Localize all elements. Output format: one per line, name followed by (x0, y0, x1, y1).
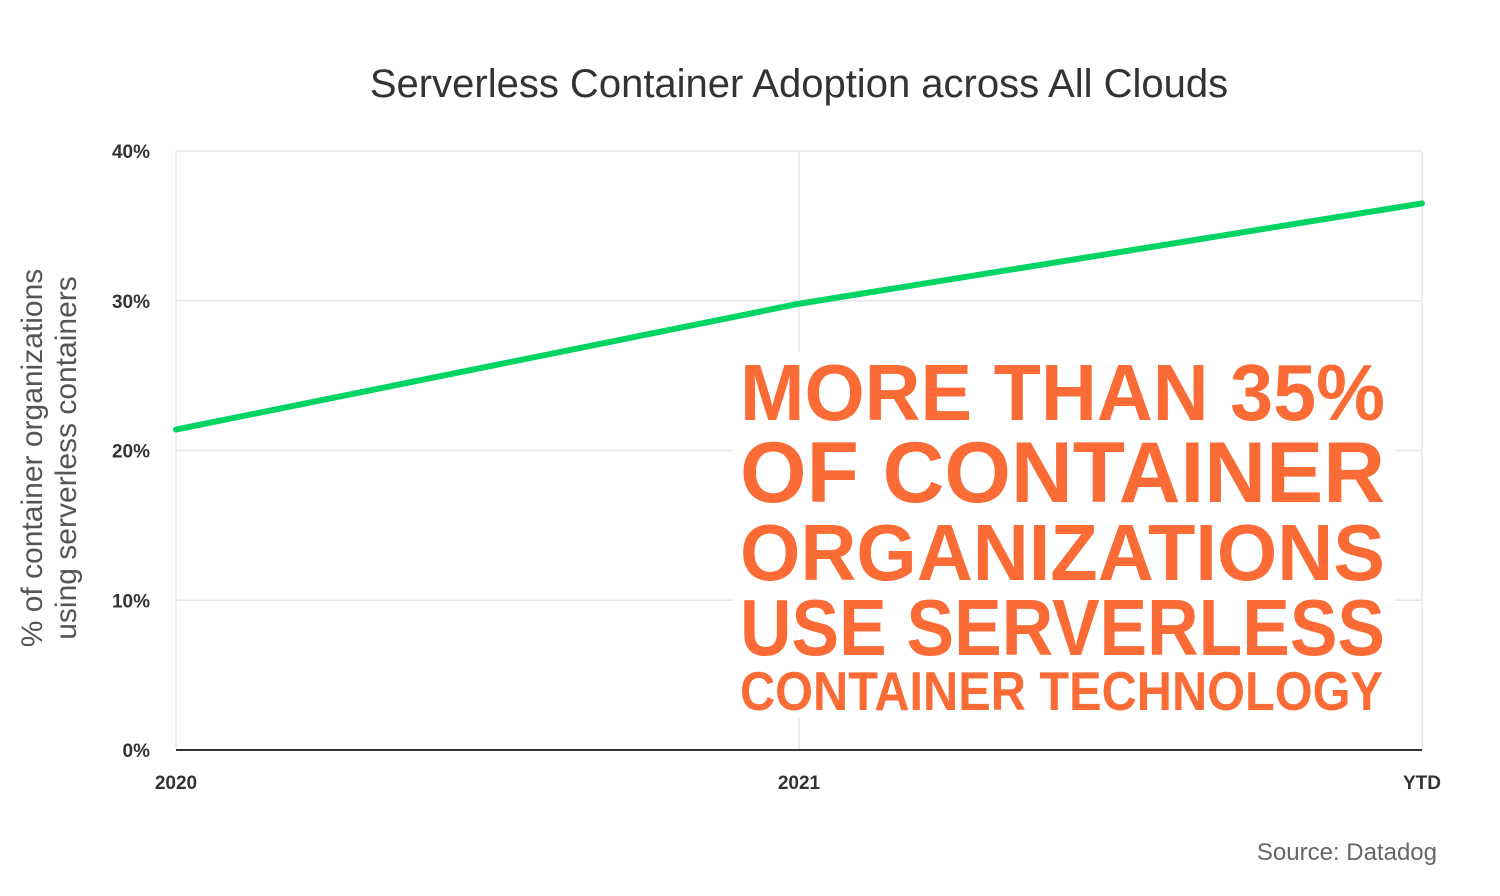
y-tick-label: 20% (112, 442, 150, 463)
y-tick-label: 30% (112, 292, 150, 313)
y-axis-label: % of container organizations using serve… (16, 269, 83, 648)
x-tick-label: 2021 (778, 773, 821, 794)
y-tick-label: 0% (123, 741, 151, 762)
y-ticks: 0% 10% 20% 30% 40% (112, 142, 150, 762)
annotation-line-5: CONTAINER TECHNOLOGY (740, 660, 1383, 722)
annotation-line-1: MORE THAN 35% (740, 348, 1385, 437)
source-note: Source: Datadog (1257, 839, 1437, 866)
annotation-line-2: OF CONTAINER (740, 425, 1385, 521)
x-ticks: 2020 2021 YTD (155, 773, 1441, 794)
x-tick-label: YTD (1403, 773, 1441, 794)
x-tick-label: 2020 (155, 773, 197, 794)
y-tick-label: 40% (112, 142, 150, 163)
annotation-line-4: USE SERVERLESS (740, 583, 1385, 672)
chart-title: Serverless Container Adoption across All… (370, 62, 1228, 106)
y-tick-label: 10% (112, 591, 150, 612)
y-axis-label-line-2: using serverless containers (50, 276, 83, 640)
y-axis-label-line-1: % of container organizations (16, 269, 49, 648)
annotation: MORE THAN 35% OF CONTAINER ORGANIZATIONS… (740, 348, 1385, 722)
